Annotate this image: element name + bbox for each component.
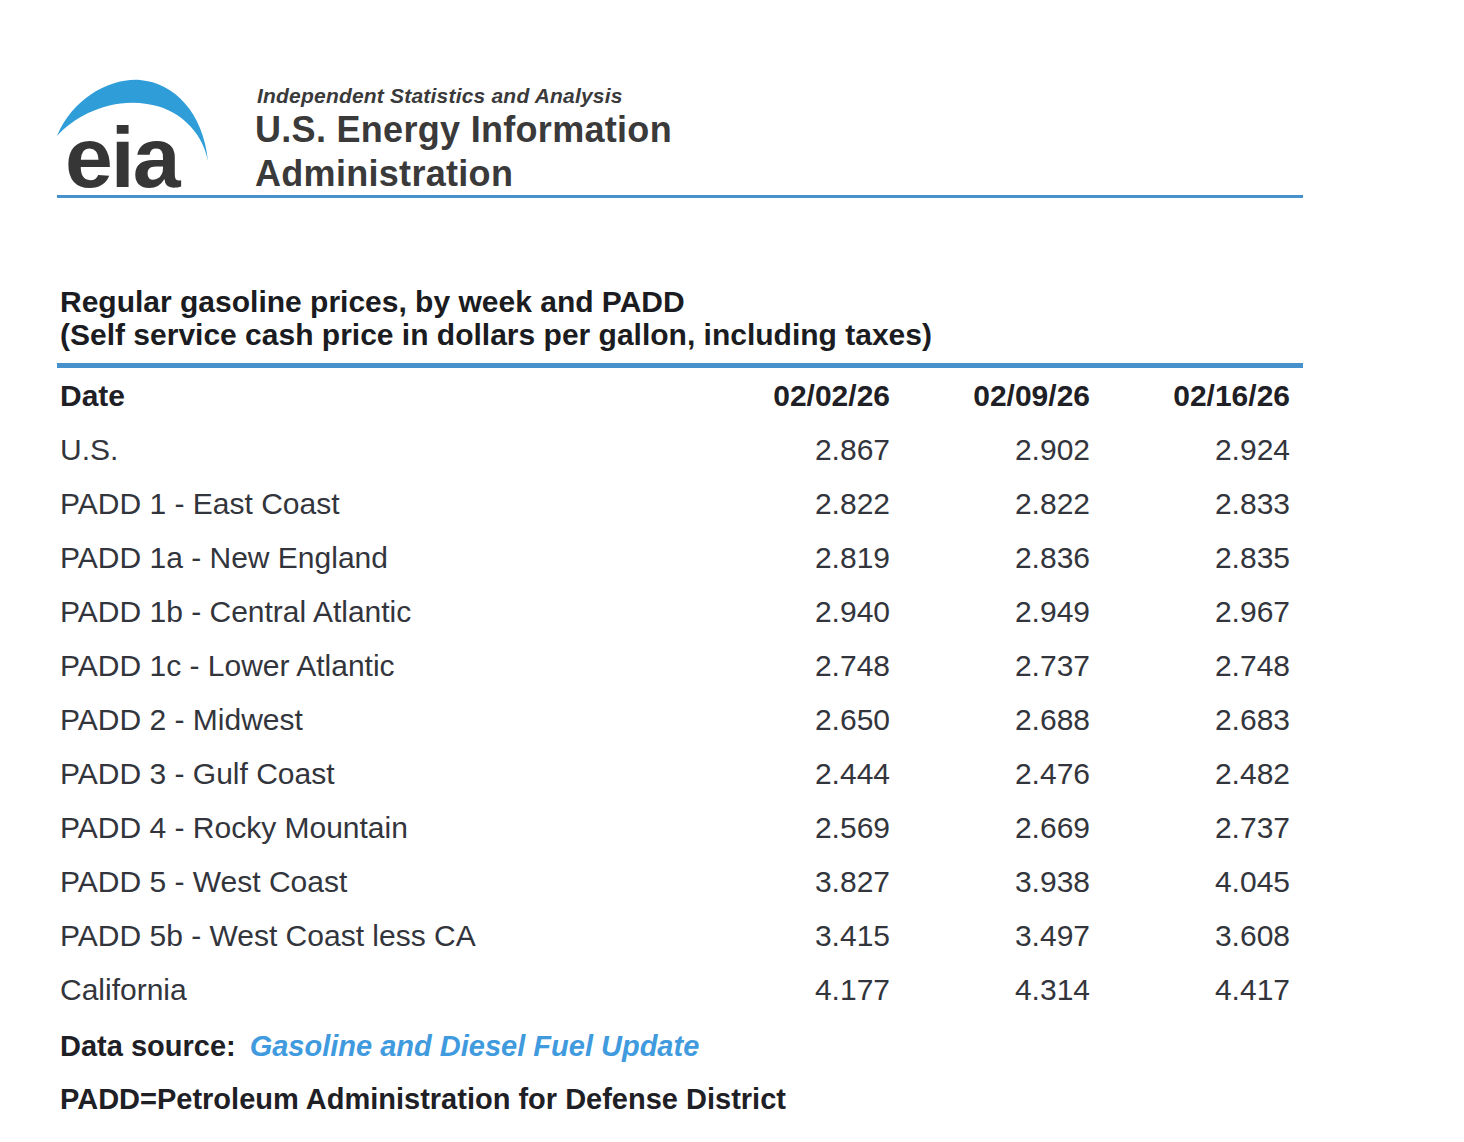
price-cell: 4.045 xyxy=(1103,865,1303,899)
price-cell: 2.748 xyxy=(703,649,903,683)
eia-org-line1: U.S. Energy Information xyxy=(255,108,672,152)
table-row: PADD 5b - West Coast less CA 3.415 3.497… xyxy=(57,909,1303,963)
row-label: PADD 1 - East Coast xyxy=(57,487,703,521)
eia-acronym: eia xyxy=(65,109,182,193)
page-title: Regular gasoline prices, by week and PAD… xyxy=(60,285,932,351)
price-cell: 4.314 xyxy=(903,973,1103,1007)
price-cell: 4.417 xyxy=(1103,973,1303,1007)
price-cell: 3.608 xyxy=(1103,919,1303,953)
price-cell: 2.967 xyxy=(1103,595,1303,629)
row-label: PADD 1b - Central Atlantic xyxy=(57,595,703,629)
header-divider xyxy=(57,195,1303,198)
row-label: PADD 1a - New England xyxy=(57,541,703,575)
date-column-header: 02/16/26 xyxy=(1103,379,1303,413)
data-source-link[interactable]: Gasoline and Diesel Fuel Update xyxy=(250,1030,700,1062)
padd-definition: PADD=Petroleum Administration for Defens… xyxy=(60,1083,786,1116)
price-cell: 2.924 xyxy=(1103,433,1303,467)
price-cell: 2.683 xyxy=(1103,703,1303,737)
price-cell: 2.833 xyxy=(1103,487,1303,521)
price-cell: 2.669 xyxy=(903,811,1103,845)
price-cell: 2.940 xyxy=(703,595,903,629)
price-cell: 2.822 xyxy=(903,487,1103,521)
eia-tagline: Independent Statistics and Analysis xyxy=(257,84,623,108)
row-label: PADD 1c - Lower Atlantic xyxy=(57,649,703,683)
price-cell: 2.835 xyxy=(1103,541,1303,575)
price-cell: 2.949 xyxy=(903,595,1103,629)
eia-org-line2: Administration xyxy=(255,152,672,196)
table-row: PADD 3 - Gulf Coast 2.444 2.476 2.482 xyxy=(57,747,1303,801)
row-label: PADD 2 - Midwest xyxy=(57,703,703,737)
price-cell: 3.938 xyxy=(903,865,1103,899)
table-row: PADD 1c - Lower Atlantic 2.748 2.737 2.7… xyxy=(57,639,1303,693)
price-cell: 2.867 xyxy=(703,433,903,467)
row-label: PADD 5b - West Coast less CA xyxy=(57,919,703,953)
table-row: PADD 2 - Midwest 2.650 2.688 2.683 xyxy=(57,693,1303,747)
table-row: PADD 1b - Central Atlantic 2.940 2.949 2… xyxy=(57,585,1303,639)
price-cell: 2.482 xyxy=(1103,757,1303,791)
row-label: California xyxy=(57,973,703,1007)
price-cell: 2.688 xyxy=(903,703,1103,737)
date-column-header: 02/09/26 xyxy=(903,379,1103,413)
price-cell: 2.902 xyxy=(903,433,1103,467)
table-header-row: Date 02/02/26 02/09/26 02/16/26 xyxy=(57,369,1303,423)
page-title-line1: Regular gasoline prices, by week and PAD… xyxy=(60,285,932,318)
date-column-header: 02/02/26 xyxy=(703,379,903,413)
page: eia Independent Statistics and Analysis … xyxy=(0,0,1464,1142)
price-cell: 3.415 xyxy=(703,919,903,953)
price-cell: 2.748 xyxy=(1103,649,1303,683)
date-column-label: Date xyxy=(57,379,703,413)
row-label: PADD 3 - Gulf Coast xyxy=(57,757,703,791)
price-cell: 2.444 xyxy=(703,757,903,791)
table-row: PADD 5 - West Coast 3.827 3.938 4.045 xyxy=(57,855,1303,909)
price-cell: 2.836 xyxy=(903,541,1103,575)
table-row: California 4.177 4.314 4.417 xyxy=(57,963,1303,1017)
page-title-line2: (Self service cash price in dollars per … xyxy=(60,318,932,351)
price-cell: 2.737 xyxy=(903,649,1103,683)
price-cell: 2.819 xyxy=(703,541,903,575)
gas-price-table: Date 02/02/26 02/09/26 02/16/26 U.S. 2.8… xyxy=(57,369,1303,1017)
table-row: PADD 1 - East Coast 2.822 2.822 2.833 xyxy=(57,477,1303,531)
eia-logo[interactable]: eia xyxy=(55,78,217,193)
price-cell: 2.569 xyxy=(703,811,903,845)
price-cell: 4.177 xyxy=(703,973,903,1007)
row-label: PADD 5 - West Coast xyxy=(57,865,703,899)
row-label: PADD 4 - Rocky Mountain xyxy=(57,811,703,845)
price-cell: 2.650 xyxy=(703,703,903,737)
table-row: U.S. 2.867 2.902 2.924 xyxy=(57,423,1303,477)
price-cell: 2.737 xyxy=(1103,811,1303,845)
row-label: U.S. xyxy=(57,433,703,467)
eia-org-name: U.S. Energy Information Administration xyxy=(255,108,672,196)
title-divider xyxy=(57,363,1303,368)
data-source-line: Data source: Gasoline and Diesel Fuel Upd… xyxy=(60,1030,699,1063)
price-cell: 2.822 xyxy=(703,487,903,521)
data-source-label: Data source: xyxy=(60,1030,236,1062)
table-row: PADD 4 - Rocky Mountain 2.569 2.669 2.73… xyxy=(57,801,1303,855)
table-row: PADD 1a - New England 2.819 2.836 2.835 xyxy=(57,531,1303,585)
price-cell: 2.476 xyxy=(903,757,1103,791)
price-cell: 3.827 xyxy=(703,865,903,899)
price-cell: 3.497 xyxy=(903,919,1103,953)
